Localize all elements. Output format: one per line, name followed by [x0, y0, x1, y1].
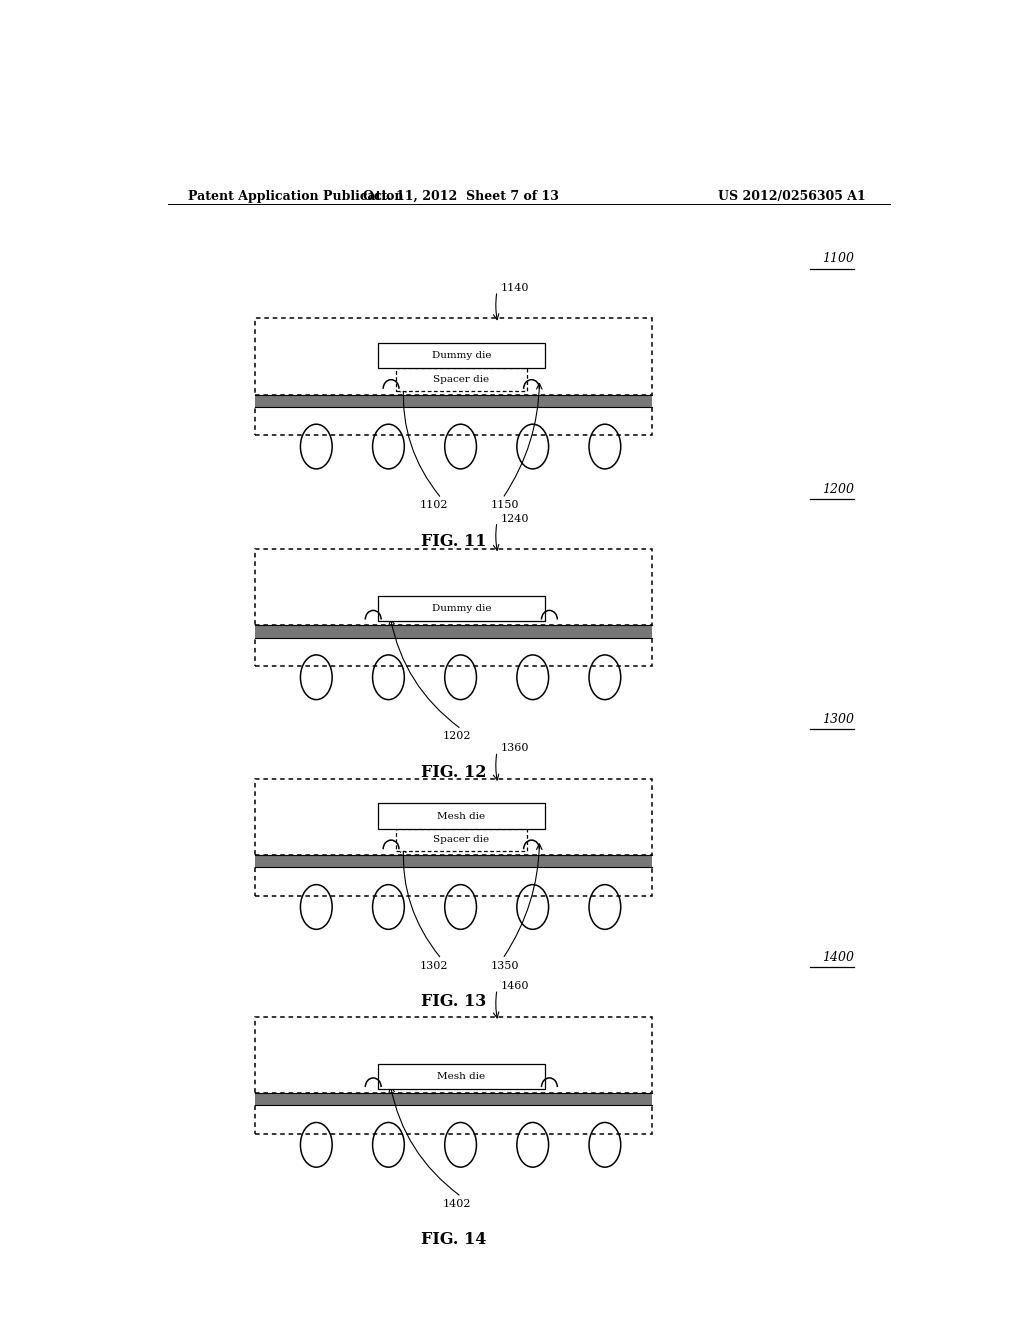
- Bar: [255, 318, 651, 395]
- Bar: [255, 779, 651, 855]
- Text: 1350: 1350: [490, 961, 519, 970]
- Bar: [378, 804, 545, 829]
- Bar: [255, 626, 651, 638]
- Text: FIG. 11: FIG. 11: [421, 533, 486, 550]
- Bar: [255, 1093, 651, 1105]
- Text: Mesh die: Mesh die: [437, 1072, 485, 1081]
- Text: Dummy die: Dummy die: [431, 605, 492, 614]
- Text: Oct. 11, 2012  Sheet 7 of 13: Oct. 11, 2012 Sheet 7 of 13: [364, 190, 559, 202]
- Bar: [255, 1016, 651, 1093]
- Bar: [255, 1105, 651, 1134]
- Text: 1400: 1400: [822, 950, 854, 964]
- Text: 1100: 1100: [822, 252, 854, 265]
- Text: 1302: 1302: [419, 961, 447, 970]
- Text: Dummy die: Dummy die: [431, 351, 492, 360]
- Text: 1300: 1300: [822, 713, 854, 726]
- Bar: [255, 407, 651, 436]
- Text: 1102: 1102: [419, 500, 447, 511]
- Text: Spacer die: Spacer die: [433, 375, 489, 384]
- Bar: [255, 638, 651, 667]
- Text: Mesh die: Mesh die: [437, 812, 485, 821]
- Text: 1140: 1140: [500, 282, 528, 293]
- Bar: [255, 855, 651, 867]
- Text: 1200: 1200: [822, 483, 854, 496]
- Bar: [378, 343, 545, 368]
- Text: Patent Application Publication: Patent Application Publication: [187, 190, 403, 202]
- Text: 1402: 1402: [443, 1199, 472, 1209]
- Bar: [396, 829, 526, 851]
- Text: 1202: 1202: [443, 731, 472, 741]
- Text: FIG. 14: FIG. 14: [421, 1232, 486, 1249]
- Text: FIG. 12: FIG. 12: [421, 764, 486, 780]
- Text: 1460: 1460: [500, 981, 528, 991]
- Text: 1360: 1360: [500, 743, 528, 754]
- Bar: [378, 595, 545, 622]
- Bar: [396, 368, 526, 391]
- Bar: [255, 395, 651, 407]
- Text: 1150: 1150: [490, 500, 519, 511]
- Bar: [255, 549, 651, 626]
- Text: US 2012/0256305 A1: US 2012/0256305 A1: [718, 190, 866, 202]
- Text: 1240: 1240: [500, 513, 528, 524]
- Text: Spacer die: Spacer die: [433, 836, 489, 845]
- Text: FIG. 13: FIG. 13: [421, 994, 486, 1010]
- Bar: [378, 1064, 545, 1089]
- Bar: [255, 867, 651, 896]
